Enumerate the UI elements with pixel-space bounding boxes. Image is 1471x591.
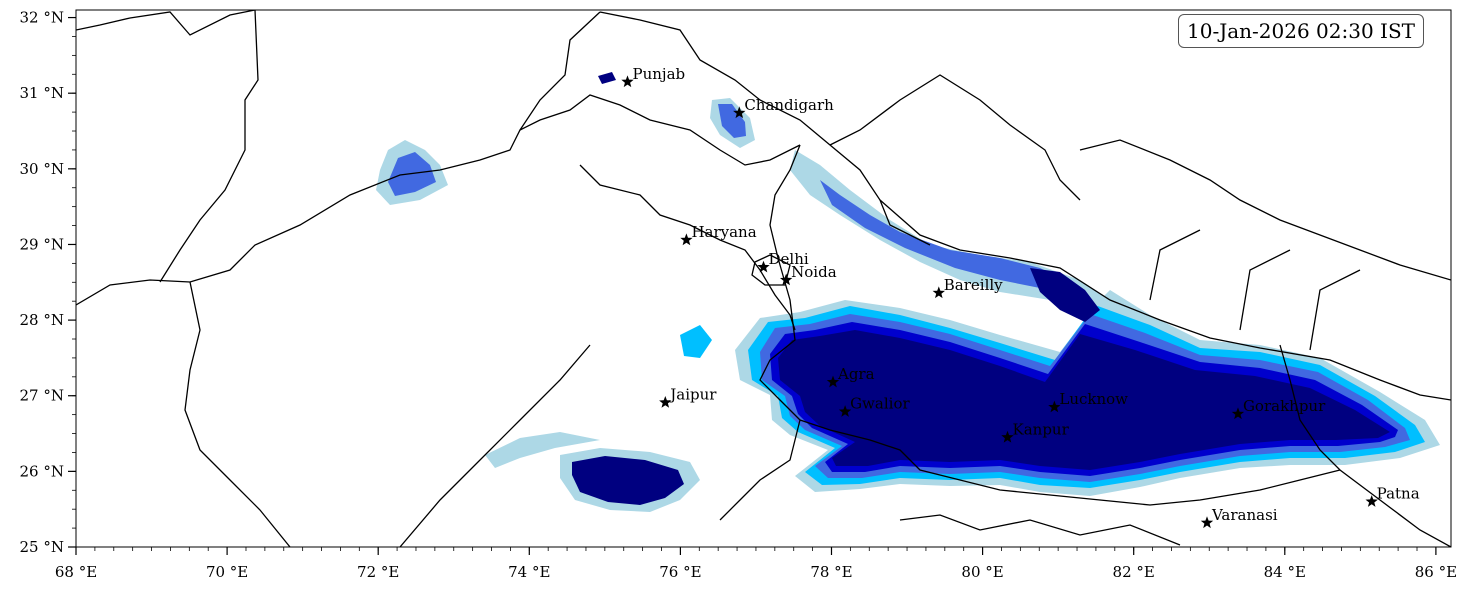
city-marker-star-icon [1048, 400, 1061, 413]
city-marker-star-icon [780, 273, 793, 286]
district-borders-nepal [1079, 139, 1451, 351]
city-marker-star-icon [932, 286, 945, 299]
city-marker-star-icon [1365, 495, 1378, 507]
x-tick-label: 82 °E [1113, 563, 1155, 581]
y-tick-label: 28 °N [20, 311, 64, 329]
x-tick-label: 84 °E [1264, 563, 1306, 581]
y-tick-label: 29 °N [20, 235, 64, 253]
international-border [76, 11, 601, 306]
state-border-uttarakhand [829, 74, 1081, 201]
state-border-bihar [1279, 344, 1451, 547]
y-tick-label: 30 °N [20, 160, 64, 178]
city-label: Jaipur [668, 386, 717, 404]
x-tick-label: 80 °E [961, 563, 1003, 581]
city-label: Noida [791, 263, 837, 281]
fog-layer [376, 72, 1440, 512]
state-border-mp-up [799, 419, 1341, 506]
city-marker-star-icon [1231, 407, 1245, 420]
timestamp-label: 10-Jan-2026 02:30 IST [1178, 14, 1424, 48]
state-border-up-west [719, 144, 801, 521]
fog-region-rajasthan-core [572, 456, 684, 505]
state-border-rajasthan-mp [399, 344, 591, 547]
y-axis: 25 °N 26 °N 27 °N 28 °N 29 °N 30 °N 31 °N 32 °N [20, 9, 76, 556]
city-label: Haryana [691, 223, 756, 241]
city-label: Varanasi [1211, 506, 1278, 524]
city-label: Delhi [769, 250, 809, 268]
city-marker-star-icon [659, 396, 672, 408]
x-axis: 68 °E 70 °E 72 °E 74 °E 76 °E 78 °E 80 °E 82 °E… [55, 547, 1457, 581]
international-border-west [76, 10, 259, 283]
city-marker-star-icon [1001, 430, 1014, 443]
state-border-punjab [519, 94, 801, 166]
fog-region-level-5 [778, 330, 1390, 470]
y-tick-label: 32 °N [20, 9, 64, 27]
city-label: Bareilly [944, 276, 1003, 294]
x-tick-label: 72 °E [357, 563, 399, 581]
city-label: Kanpur [1013, 420, 1070, 438]
state-border-south [899, 514, 1181, 546]
y-tick-label: 26 °N [20, 462, 64, 480]
fog-region-punjab-speck [598, 72, 616, 84]
city-marker-star-icon [838, 405, 852, 417]
state-border-haryana [579, 164, 796, 331]
fog-region-west-strip [485, 432, 600, 468]
province-border-west [184, 281, 291, 547]
state-border-nepal [879, 199, 1451, 401]
city-marker-star-icon [680, 233, 693, 246]
city-label: Chandigarh [744, 96, 834, 114]
border-lines [76, 10, 1451, 547]
fog-region-chandigarh-core [718, 104, 746, 138]
x-tick-label: 70 °E [206, 563, 248, 581]
city-label: Lucknow [1059, 390, 1128, 408]
y-tick-label: 25 °N [20, 538, 64, 556]
city-label: Agra [837, 365, 875, 383]
fog-region-jaipur-east [680, 325, 712, 358]
y-tick-label: 31 °N [20, 84, 64, 102]
x-tick-label: 74 °E [508, 563, 550, 581]
state-border-himachal [599, 11, 931, 246]
x-tick-label: 86 °E [1415, 563, 1457, 581]
city-label: Gorakhpur [1243, 397, 1326, 415]
city-label: Gwalior [850, 395, 910, 413]
city-label: Patna [1377, 485, 1420, 503]
city-label: Punjab [633, 65, 686, 83]
city-marker-star-icon [733, 106, 746, 119]
x-tick-label: 76 °E [659, 563, 701, 581]
fog-region-terai-dense [1030, 268, 1100, 322]
state-border-delhi [751, 254, 791, 286]
x-tick-label: 78 °E [810, 563, 852, 581]
city-marker-star-icon [1200, 516, 1214, 529]
fog-region-terai-core [820, 180, 1075, 290]
city-marker-star-icon [621, 75, 634, 88]
y-tick-label: 27 °N [20, 387, 64, 405]
plot-frame [75, 9, 1452, 548]
x-tick-label: 68 °E [55, 563, 97, 581]
city-marker-star-icon [826, 375, 840, 388]
city-marker-star-icon [757, 260, 770, 273]
